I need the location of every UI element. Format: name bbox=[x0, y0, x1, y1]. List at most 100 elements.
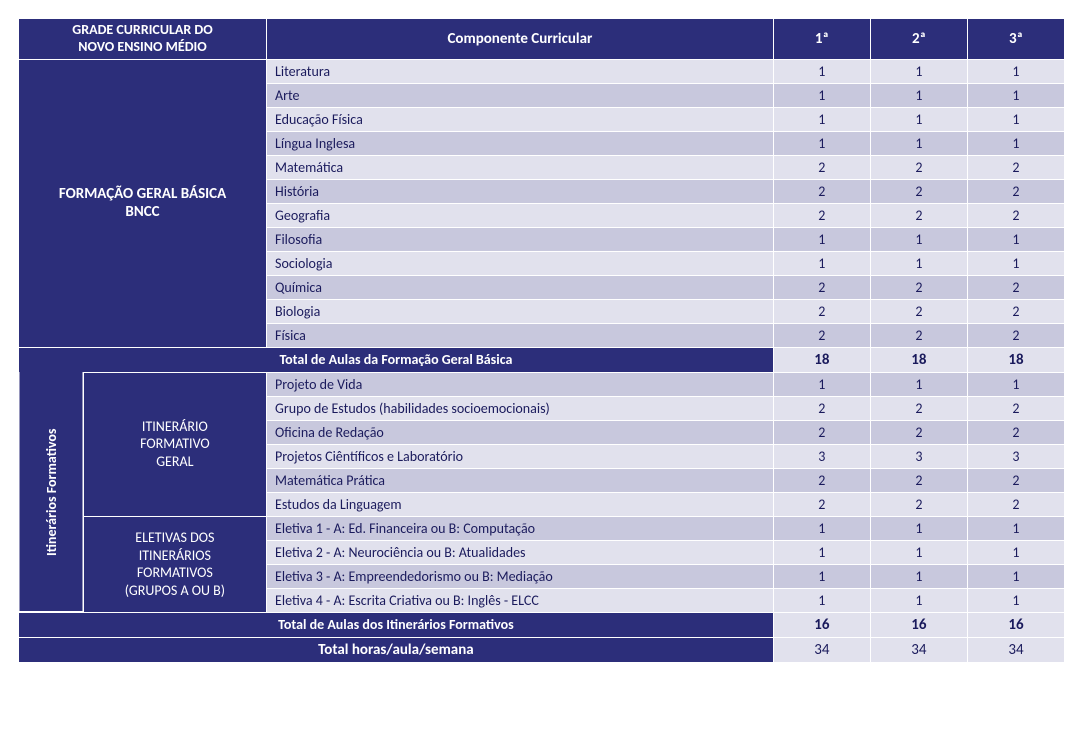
component-cell: Matemática Prática bbox=[267, 468, 774, 492]
value-cell: 1 bbox=[773, 59, 870, 83]
value-cell: 3 bbox=[773, 444, 870, 468]
component-cell: Física bbox=[267, 323, 774, 347]
header-title: GRADE CURRICULAR DO NOVO ENSINO MÉDIO bbox=[19, 19, 267, 60]
value-cell: 1 bbox=[870, 540, 967, 564]
header-year-3: 3ª bbox=[967, 19, 1064, 60]
itin-geral-line1: ITINERÁRIO bbox=[142, 418, 208, 435]
value-cell: 2 bbox=[773, 179, 870, 203]
value-cell: 1 bbox=[870, 83, 967, 107]
table-row: ELETIVAS DOS ITINERÁRIOS FORMATIVOS (GRU… bbox=[19, 516, 1065, 540]
value-cell: 2 bbox=[967, 323, 1064, 347]
grand-total-3: 34 bbox=[967, 637, 1064, 662]
value-cell: 1 bbox=[967, 251, 1064, 275]
component-cell: Filosofia bbox=[267, 227, 774, 251]
bncc-total-label: Total de Aulas da Formação Geral Básica bbox=[19, 347, 774, 372]
itin-total-label: Total de Aulas dos Itinerários Formativo… bbox=[19, 612, 774, 637]
value-cell: 1 bbox=[870, 251, 967, 275]
value-cell: 2 bbox=[967, 468, 1064, 492]
component-cell: Oficina de Redação bbox=[267, 420, 774, 444]
value-cell: 2 bbox=[773, 420, 870, 444]
value-cell: 2 bbox=[870, 468, 967, 492]
value-cell: 2 bbox=[773, 275, 870, 299]
value-cell: 2 bbox=[967, 203, 1064, 227]
component-cell: Arte bbox=[267, 83, 774, 107]
component-cell: Eletiva 4 - A: Escrita Criativa ou B: In… bbox=[267, 588, 774, 612]
value-cell: 2 bbox=[967, 179, 1064, 203]
value-cell: 1 bbox=[773, 83, 870, 107]
value-cell: 1 bbox=[967, 516, 1064, 540]
value-cell: 1 bbox=[967, 131, 1064, 155]
value-cell: 1 bbox=[773, 372, 870, 396]
value-cell: 1 bbox=[870, 516, 967, 540]
value-cell: 2 bbox=[870, 492, 967, 516]
value-cell: 1 bbox=[773, 107, 870, 131]
value-cell: 1 bbox=[967, 59, 1064, 83]
value-cell: 2 bbox=[967, 396, 1064, 420]
itin-eletivas-line4: (GRUPOS A OU B) bbox=[125, 582, 225, 599]
value-cell: 1 bbox=[967, 588, 1064, 612]
component-cell: Literatura bbox=[267, 59, 774, 83]
itin-vertical-label: Itinerários Formativos bbox=[19, 372, 84, 612]
value-cell: 2 bbox=[773, 396, 870, 420]
header-component: Componente Curricular bbox=[267, 19, 774, 60]
itin-geral-line3: GERAL bbox=[156, 453, 193, 470]
itin-eletivas-line2: ITINERÁRIOS bbox=[139, 547, 211, 564]
component-cell: Projetos Ciêntíficos e Laboratório bbox=[267, 444, 774, 468]
component-cell: Eletiva 3 - A: Empreendedorismo ou B: Me… bbox=[267, 564, 774, 588]
value-cell: 1 bbox=[773, 131, 870, 155]
bncc-category: FORMAÇÃO GERAL BÁSICA BNCC bbox=[19, 59, 267, 347]
component-cell: Eletiva 1 - A: Ed. Financeira ou B: Comp… bbox=[267, 516, 774, 540]
value-cell: 2 bbox=[870, 299, 967, 323]
table-row: FORMAÇÃO GERAL BÁSICA BNCC Literatura 1 … bbox=[19, 59, 1065, 83]
component-cell: Língua Inglesa bbox=[267, 131, 774, 155]
grand-total-1: 34 bbox=[773, 637, 870, 662]
bncc-total-2: 18 bbox=[870, 347, 967, 372]
value-cell: 2 bbox=[967, 492, 1064, 516]
value-cell: 2 bbox=[870, 420, 967, 444]
value-cell: 1 bbox=[967, 372, 1064, 396]
header-row: GRADE CURRICULAR DO NOVO ENSINO MÉDIO Co… bbox=[19, 19, 1065, 60]
value-cell: 2 bbox=[870, 396, 967, 420]
value-cell: 2 bbox=[773, 323, 870, 347]
value-cell: 1 bbox=[870, 372, 967, 396]
value-cell: 1 bbox=[773, 540, 870, 564]
value-cell: 1 bbox=[870, 227, 967, 251]
value-cell: 2 bbox=[870, 323, 967, 347]
value-cell: 1 bbox=[870, 107, 967, 131]
component-cell: Geografia bbox=[267, 203, 774, 227]
itin-total-1: 16 bbox=[773, 612, 870, 637]
value-cell: 1 bbox=[773, 564, 870, 588]
grand-total-2: 34 bbox=[870, 637, 967, 662]
curriculum-table: GRADE CURRICULAR DO NOVO ENSINO MÉDIO Co… bbox=[18, 18, 1065, 663]
bncc-total-1: 18 bbox=[773, 347, 870, 372]
value-cell: 1 bbox=[967, 564, 1064, 588]
bncc-label-line1: FORMAÇÃO GERAL BÁSICA bbox=[59, 185, 226, 203]
value-cell: 2 bbox=[967, 420, 1064, 444]
value-cell: 1 bbox=[967, 83, 1064, 107]
grand-total-row: Total horas/aula/semana 34 34 34 bbox=[19, 637, 1065, 662]
itin-total-3: 16 bbox=[967, 612, 1064, 637]
value-cell: 3 bbox=[967, 444, 1064, 468]
itin-eletivas-line3: FORMATIVOS bbox=[137, 564, 213, 581]
header-title-line1: GRADE CURRICULAR DO bbox=[72, 21, 212, 38]
itin-total-2: 16 bbox=[870, 612, 967, 637]
bncc-label-line2: BNCC bbox=[125, 203, 159, 221]
value-cell: 2 bbox=[773, 155, 870, 179]
component-cell: Projeto de Vida bbox=[267, 372, 774, 396]
header-title-line2: NOVO ENSINO MÉDIO bbox=[78, 38, 206, 55]
itin-eletivas-label: ELETIVAS DOS ITINERÁRIOS FORMATIVOS (GRU… bbox=[83, 516, 266, 612]
value-cell: 2 bbox=[870, 155, 967, 179]
component-cell: Eletiva 2 - A: Neurociência ou B: Atuali… bbox=[267, 540, 774, 564]
value-cell: 1 bbox=[870, 588, 967, 612]
component-cell: Matemática bbox=[267, 155, 774, 179]
bncc-total-row: Total de Aulas da Formação Geral Básica … bbox=[19, 347, 1065, 372]
component-cell: Biologia bbox=[267, 299, 774, 323]
value-cell: 1 bbox=[967, 540, 1064, 564]
component-cell: Sociologia bbox=[267, 251, 774, 275]
value-cell: 3 bbox=[870, 444, 967, 468]
grand-total-label: Total horas/aula/semana bbox=[19, 637, 774, 662]
component-cell: Química bbox=[267, 275, 774, 299]
bncc-total-3: 18 bbox=[967, 347, 1064, 372]
value-cell: 2 bbox=[870, 275, 967, 299]
value-cell: 1 bbox=[967, 227, 1064, 251]
